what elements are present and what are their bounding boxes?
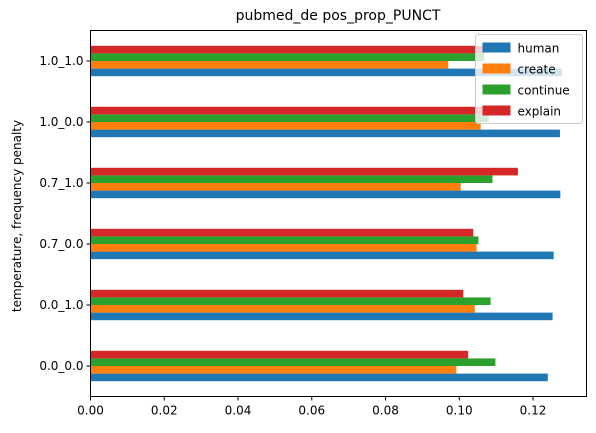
legend-swatch-continue	[482, 84, 511, 95]
bar-explain-1.0_0.0	[90, 106, 490, 115]
legend-label-create: create	[518, 63, 556, 77]
y-tick-label: 0.0_1.0	[39, 298, 83, 312]
x-axis: 0.00 0.02 0.04 0.06 0.08 0.10 0.12	[77, 396, 547, 418]
legend-label-human: human	[518, 42, 560, 56]
bar-continue-0.7_1.0	[90, 175, 493, 183]
bar-create-0.0_0.0	[90, 366, 457, 374]
legend-box	[475, 34, 583, 124]
x-tick-label: 0.08	[372, 404, 399, 418]
bar-human-1.0_1.0	[90, 68, 563, 77]
legend-swatch-human	[482, 42, 511, 53]
bar-human-1.0_0.0	[90, 129, 560, 138]
legend: human create continue explain	[475, 34, 583, 124]
x-tick-label: 0.10	[446, 404, 473, 418]
x-tick-label: 0.06	[298, 404, 325, 418]
plot-frame	[90, 30, 587, 397]
bar-human-0.0_1.0	[90, 312, 553, 321]
bars-layer	[90, 45, 563, 382]
y-tick-label: 1.0_0.0	[39, 115, 83, 129]
y-tick-label: 0.7_1.0	[39, 176, 83, 190]
bar-continue-0.7_0.0	[90, 236, 479, 244]
y-tick-label: 0.0_0.0	[39, 359, 83, 373]
y-tick-label: 0.7_0.0	[39, 237, 83, 251]
bar-human-0.7_1.0	[90, 190, 561, 199]
legend-swatch-create	[482, 63, 511, 74]
bar-human-0.0_0.0	[90, 373, 548, 382]
bar-explain-0.7_0.0	[90, 228, 474, 237]
bar-create-1.0_0.0	[90, 122, 481, 130]
legend-swatch-explain	[482, 105, 511, 116]
legend-label-continue: continue	[518, 84, 570, 98]
bar-explain-0.0_1.0	[90, 289, 464, 298]
bar-create-1.0_1.0	[90, 61, 449, 69]
x-tick-label: 0.02	[151, 404, 178, 418]
bar-create-0.7_1.0	[90, 183, 461, 191]
x-tick-label: 0.04	[225, 404, 252, 418]
x-tick-label: 0.12	[520, 404, 547, 418]
y-axis-label: temperature, frequency penalty	[10, 120, 24, 312]
bar-continue-1.0_0.0	[90, 114, 489, 122]
bar-explain-0.7_1.0	[90, 167, 518, 176]
x-tick-label: 0.00	[77, 404, 104, 418]
bar-explain-0.0_0.0	[90, 350, 469, 359]
bar-create-0.0_1.0	[90, 305, 475, 313]
bar-explain-1.0_1.0	[90, 45, 486, 54]
y-tick-label: 1.0_1.0	[39, 54, 83, 68]
bar-continue-1.0_1.0	[90, 53, 484, 61]
legend-label-explain: explain	[518, 105, 562, 119]
bar-human-0.7_0.0	[90, 251, 554, 260]
bar-continue-0.0_1.0	[90, 297, 491, 305]
chart-title: pubmed_de pos_prop_PUNCT	[236, 8, 441, 24]
bar-continue-0.0_0.0	[90, 358, 496, 366]
bar-create-0.7_0.0	[90, 244, 477, 252]
y-axis: 0.0_0.0 0.0_1.0 0.7_0.0 0.7_1.0 1.0_0.0 1.0_1…	[39, 54, 91, 373]
